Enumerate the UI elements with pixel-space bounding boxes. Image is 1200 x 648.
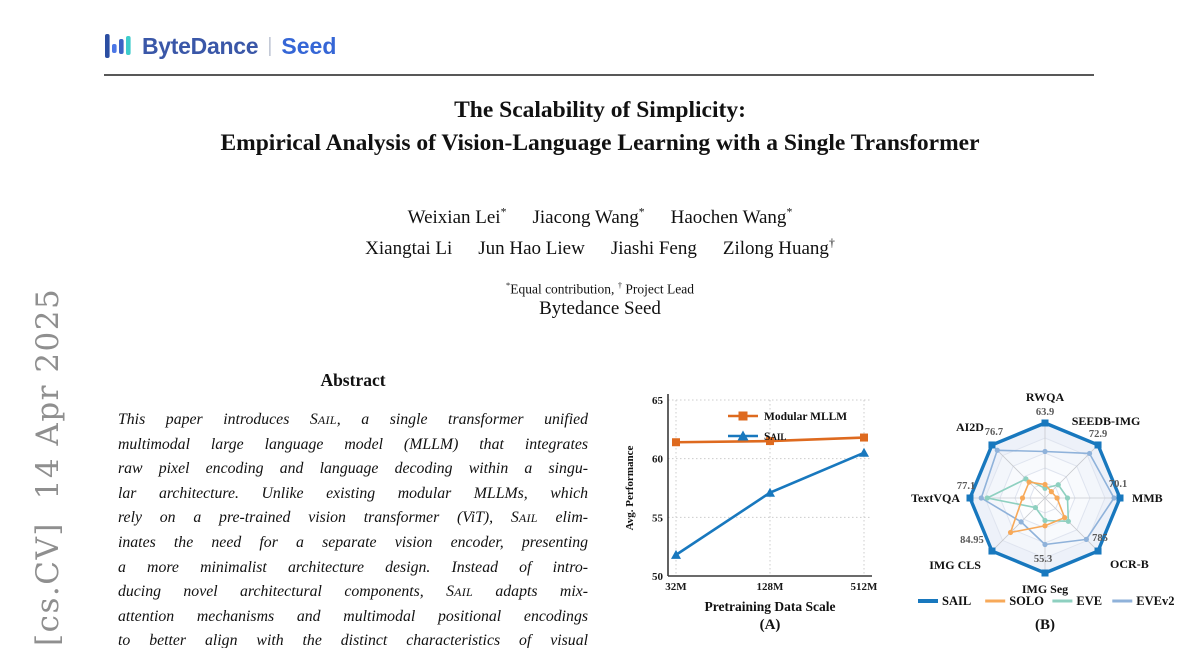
abstract-heading: Abstract — [320, 370, 386, 390]
y-tick-label: 50 — [652, 571, 664, 583]
author-list-row: Weixian Lei* Jiacong Wang* Haochen Wang* — [0, 206, 1200, 229]
radar-axis-label: TextVQA — [911, 491, 960, 505]
radar-axis-label: OCR-B — [1110, 557, 1149, 571]
radar-axis-value: 72.9 — [1089, 429, 1107, 440]
y-axis-label: Avg. Performance — [624, 446, 636, 531]
abstract-line: ducing novel architectural components, S… — [118, 583, 588, 601]
bytedance-logo-icon — [105, 34, 131, 58]
radar-axis-label: AI2D — [956, 420, 984, 434]
radar-axis-value: 55.3 — [1034, 554, 1052, 565]
abstract-line: a more minimalist architecture design. I… — [118, 558, 588, 576]
legend-label: EVE — [1076, 594, 1102, 608]
arxiv-stamp: [cs.CV] 14 Apr 2025 — [30, 287, 66, 646]
radar-axis-value: 70.1 — [1109, 479, 1127, 490]
author-list-row: Xiangtai Li Jun Hao Liew Jiashi Feng Zilong… — [0, 236, 1200, 259]
legend-label: SOLO — [1009, 594, 1044, 608]
logo-product-text: Seed — [281, 32, 337, 59]
radar-axis-label: MMB — [1132, 491, 1163, 505]
abstract-line: inates the need for a separate vision en… — [118, 533, 588, 551]
author-name: Jiashi Feng — [610, 237, 697, 259]
legend-label: SAIL — [942, 594, 971, 608]
radar-axis-label: IMG CLS — [929, 558, 981, 572]
paper-title: The Scalability of Simplicity: Empirical… — [0, 94, 1200, 161]
paper-title-line2: Empirical Analysis of Vision-Language Le… — [220, 130, 980, 157]
x-axis-label: Pretraining Data Scale — [705, 599, 836, 614]
y-tick-label: 55 — [652, 512, 664, 524]
subfigure-caption-b: (B) — [1035, 617, 1055, 633]
line-chart-panel: 50 55 60 65 32M 128M 512M Modular MLLM SAIL Avg. … — [624, 394, 879, 633]
x-tick-label: 512M — [851, 581, 879, 593]
abstract-line: to better align with the distinct charac… — [118, 632, 588, 648]
abstract-text: This paper introduces SAIL, a single tra… — [118, 408, 588, 648]
author-list: Weixian Lei* Jiacong Wang* Haochen Wang* X… — [0, 206, 1200, 267]
legend-label: EVEv2 — [1136, 594, 1174, 608]
abstract-section: Abstract This paper introduces SAIL, a s… — [118, 370, 588, 648]
header-rule — [104, 74, 1094, 76]
paper-title-line1: The Scalability of Simplicity: — [454, 97, 746, 123]
abstract-line: rely on a pre-trained vision transformer… — [118, 509, 588, 527]
radar-axis-label: IMG Seg — [1022, 582, 1068, 596]
legend-label: SAIL — [764, 431, 786, 443]
affiliation: Bytedance Seed — [539, 298, 661, 319]
radar-axis-label: RWQA — [1026, 390, 1065, 404]
bytedance-seed-logo: ByteDance | Seed — [104, 31, 336, 61]
project-lead-marker: † — [617, 281, 622, 290]
author-name: Jiacong Wang* — [532, 206, 645, 229]
author-name: Haochen Wang* — [670, 206, 793, 229]
x-tick-label: 32M — [665, 581, 687, 593]
contribution-note: *Equal contribution, † Project Lead — [0, 281, 1200, 298]
logo-brand-text: ByteDance — [142, 32, 259, 59]
y-tick-label: 65 — [652, 395, 664, 407]
author-name: Zilong Huang† — [722, 236, 835, 259]
radar-axis-value: 76.7 — [985, 427, 1003, 438]
radar-axis-value: 77.1 — [957, 481, 975, 492]
subfigure-caption-a: (A) — [760, 617, 781, 633]
radar-axis-value: 785 — [1092, 533, 1108, 544]
results-figure: 50 55 60 65 32M 128M 512M Modular MLLM SAIL Avg. … — [622, 386, 1200, 638]
equal-contribution-marker: * — [506, 281, 511, 290]
equal-contribution-text: Equal contribution, — [510, 281, 615, 297]
abstract-line: attention mechanisms and multimodal posi… — [118, 607, 588, 625]
x-tick-label: 128M — [757, 581, 785, 593]
logo-separator: | — [267, 34, 273, 57]
abstract-line: multimodal large language model (MLLM) t… — [118, 435, 588, 453]
legend-label: Modular MLLM — [764, 411, 847, 423]
abstract-line: This paper introduces SAIL, a single tra… — [118, 411, 588, 428]
y-tick-label: 60 — [652, 454, 664, 466]
radar-axis-value: 84.95 — [960, 535, 984, 546]
author-name: Weixian Lei* — [407, 206, 507, 229]
radar-axis-value: 63.9 — [1036, 407, 1054, 418]
author-name: Xiangtai Li — [365, 237, 453, 259]
abstract-line: raw pixel encoding and language decoding… — [118, 460, 588, 478]
abstract-line: lar architecture. Unlike existing modula… — [118, 484, 588, 502]
author-name: Jun Hao Liew — [478, 237, 585, 259]
project-lead-text: Project Lead — [625, 281, 694, 297]
radar-axis-label: SEEDB-IMG — [1072, 414, 1141, 428]
